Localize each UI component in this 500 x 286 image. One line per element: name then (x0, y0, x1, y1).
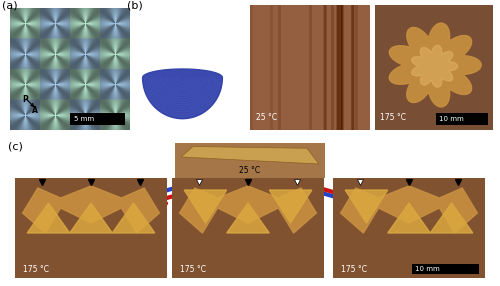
Polygon shape (340, 186, 477, 233)
Polygon shape (270, 190, 312, 223)
Polygon shape (430, 203, 473, 233)
Polygon shape (180, 186, 316, 233)
Bar (412, 264, 479, 274)
Text: 25 °C: 25 °C (240, 166, 260, 175)
Text: (a): (a) (2, 1, 18, 11)
Text: (b): (b) (127, 1, 143, 11)
Text: 175 °C: 175 °C (180, 265, 206, 274)
Polygon shape (22, 186, 160, 233)
Polygon shape (345, 190, 388, 223)
Polygon shape (181, 146, 319, 164)
Polygon shape (390, 23, 481, 107)
Text: 175 °C: 175 °C (380, 113, 406, 122)
Bar (70, 113, 125, 125)
Polygon shape (388, 203, 430, 233)
Polygon shape (27, 203, 70, 233)
Polygon shape (184, 190, 226, 223)
Text: A: A (32, 106, 38, 115)
Polygon shape (70, 203, 112, 233)
Text: (c): (c) (8, 142, 23, 152)
Text: 10 mm: 10 mm (415, 266, 440, 272)
Text: P: P (22, 95, 28, 104)
Polygon shape (142, 69, 222, 119)
Polygon shape (226, 203, 270, 233)
Text: 5 mm: 5 mm (74, 116, 94, 122)
Text: 25 °C: 25 °C (256, 113, 277, 122)
Polygon shape (412, 45, 458, 87)
Text: 10 mm: 10 mm (438, 116, 464, 122)
Text: 175 °C: 175 °C (22, 265, 48, 274)
Text: 175 °C: 175 °C (340, 265, 366, 274)
Bar (436, 112, 488, 125)
Polygon shape (112, 203, 155, 233)
